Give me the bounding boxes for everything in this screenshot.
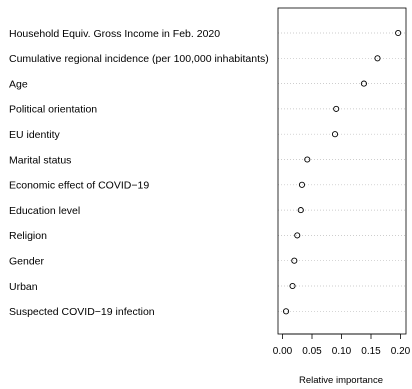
x-axis: 0.00 0.05 0.10 0.15 0.20	[273, 333, 411, 357]
data-point	[297, 207, 304, 214]
variable-label: Urban	[9, 281, 38, 293]
variable-label: Household Equiv. Gross Income in Feb. 20…	[9, 28, 220, 40]
variable-label: EU identity	[9, 129, 61, 141]
x-tick-label: 0.15	[361, 346, 381, 357]
x-axis-label: Relative importance	[299, 375, 383, 386]
variable-label: Education level	[9, 205, 80, 217]
data-point	[282, 308, 290, 315]
variable-label: Political orientation	[9, 104, 97, 116]
data-point	[374, 55, 381, 62]
data-point	[291, 257, 298, 264]
data-point	[304, 156, 311, 163]
variable-label: Suspected COVID−19 infection	[9, 306, 155, 318]
data-point	[333, 105, 340, 112]
variable-label: Religion	[9, 230, 47, 242]
data-point	[298, 181, 306, 188]
plot-frame	[277, 7, 407, 335]
variable-label: Age	[9, 78, 28, 90]
data-point	[360, 80, 367, 87]
x-tick-label: 0.20	[391, 346, 411, 357]
data-point	[331, 131, 339, 138]
data-points	[282, 29, 402, 315]
data-point	[294, 232, 301, 239]
variable-labels: Household Equiv. Gross Income in Feb. 20…	[9, 28, 269, 318]
variable-label: Economic effect of COVID−19	[9, 180, 149, 192]
data-point	[395, 29, 402, 37]
grid-lines	[278, 32, 406, 312]
variable-label: Gender	[9, 256, 45, 268]
x-tick-label: 0.00	[273, 346, 293, 357]
x-tick-label: 0.10	[332, 346, 352, 357]
x-tick-label: 0.05	[302, 346, 322, 357]
data-point	[289, 282, 296, 290]
variable-label: Marital status	[9, 154, 71, 166]
variable-label: Cumulative regional incidence (per 100,0…	[9, 53, 269, 65]
